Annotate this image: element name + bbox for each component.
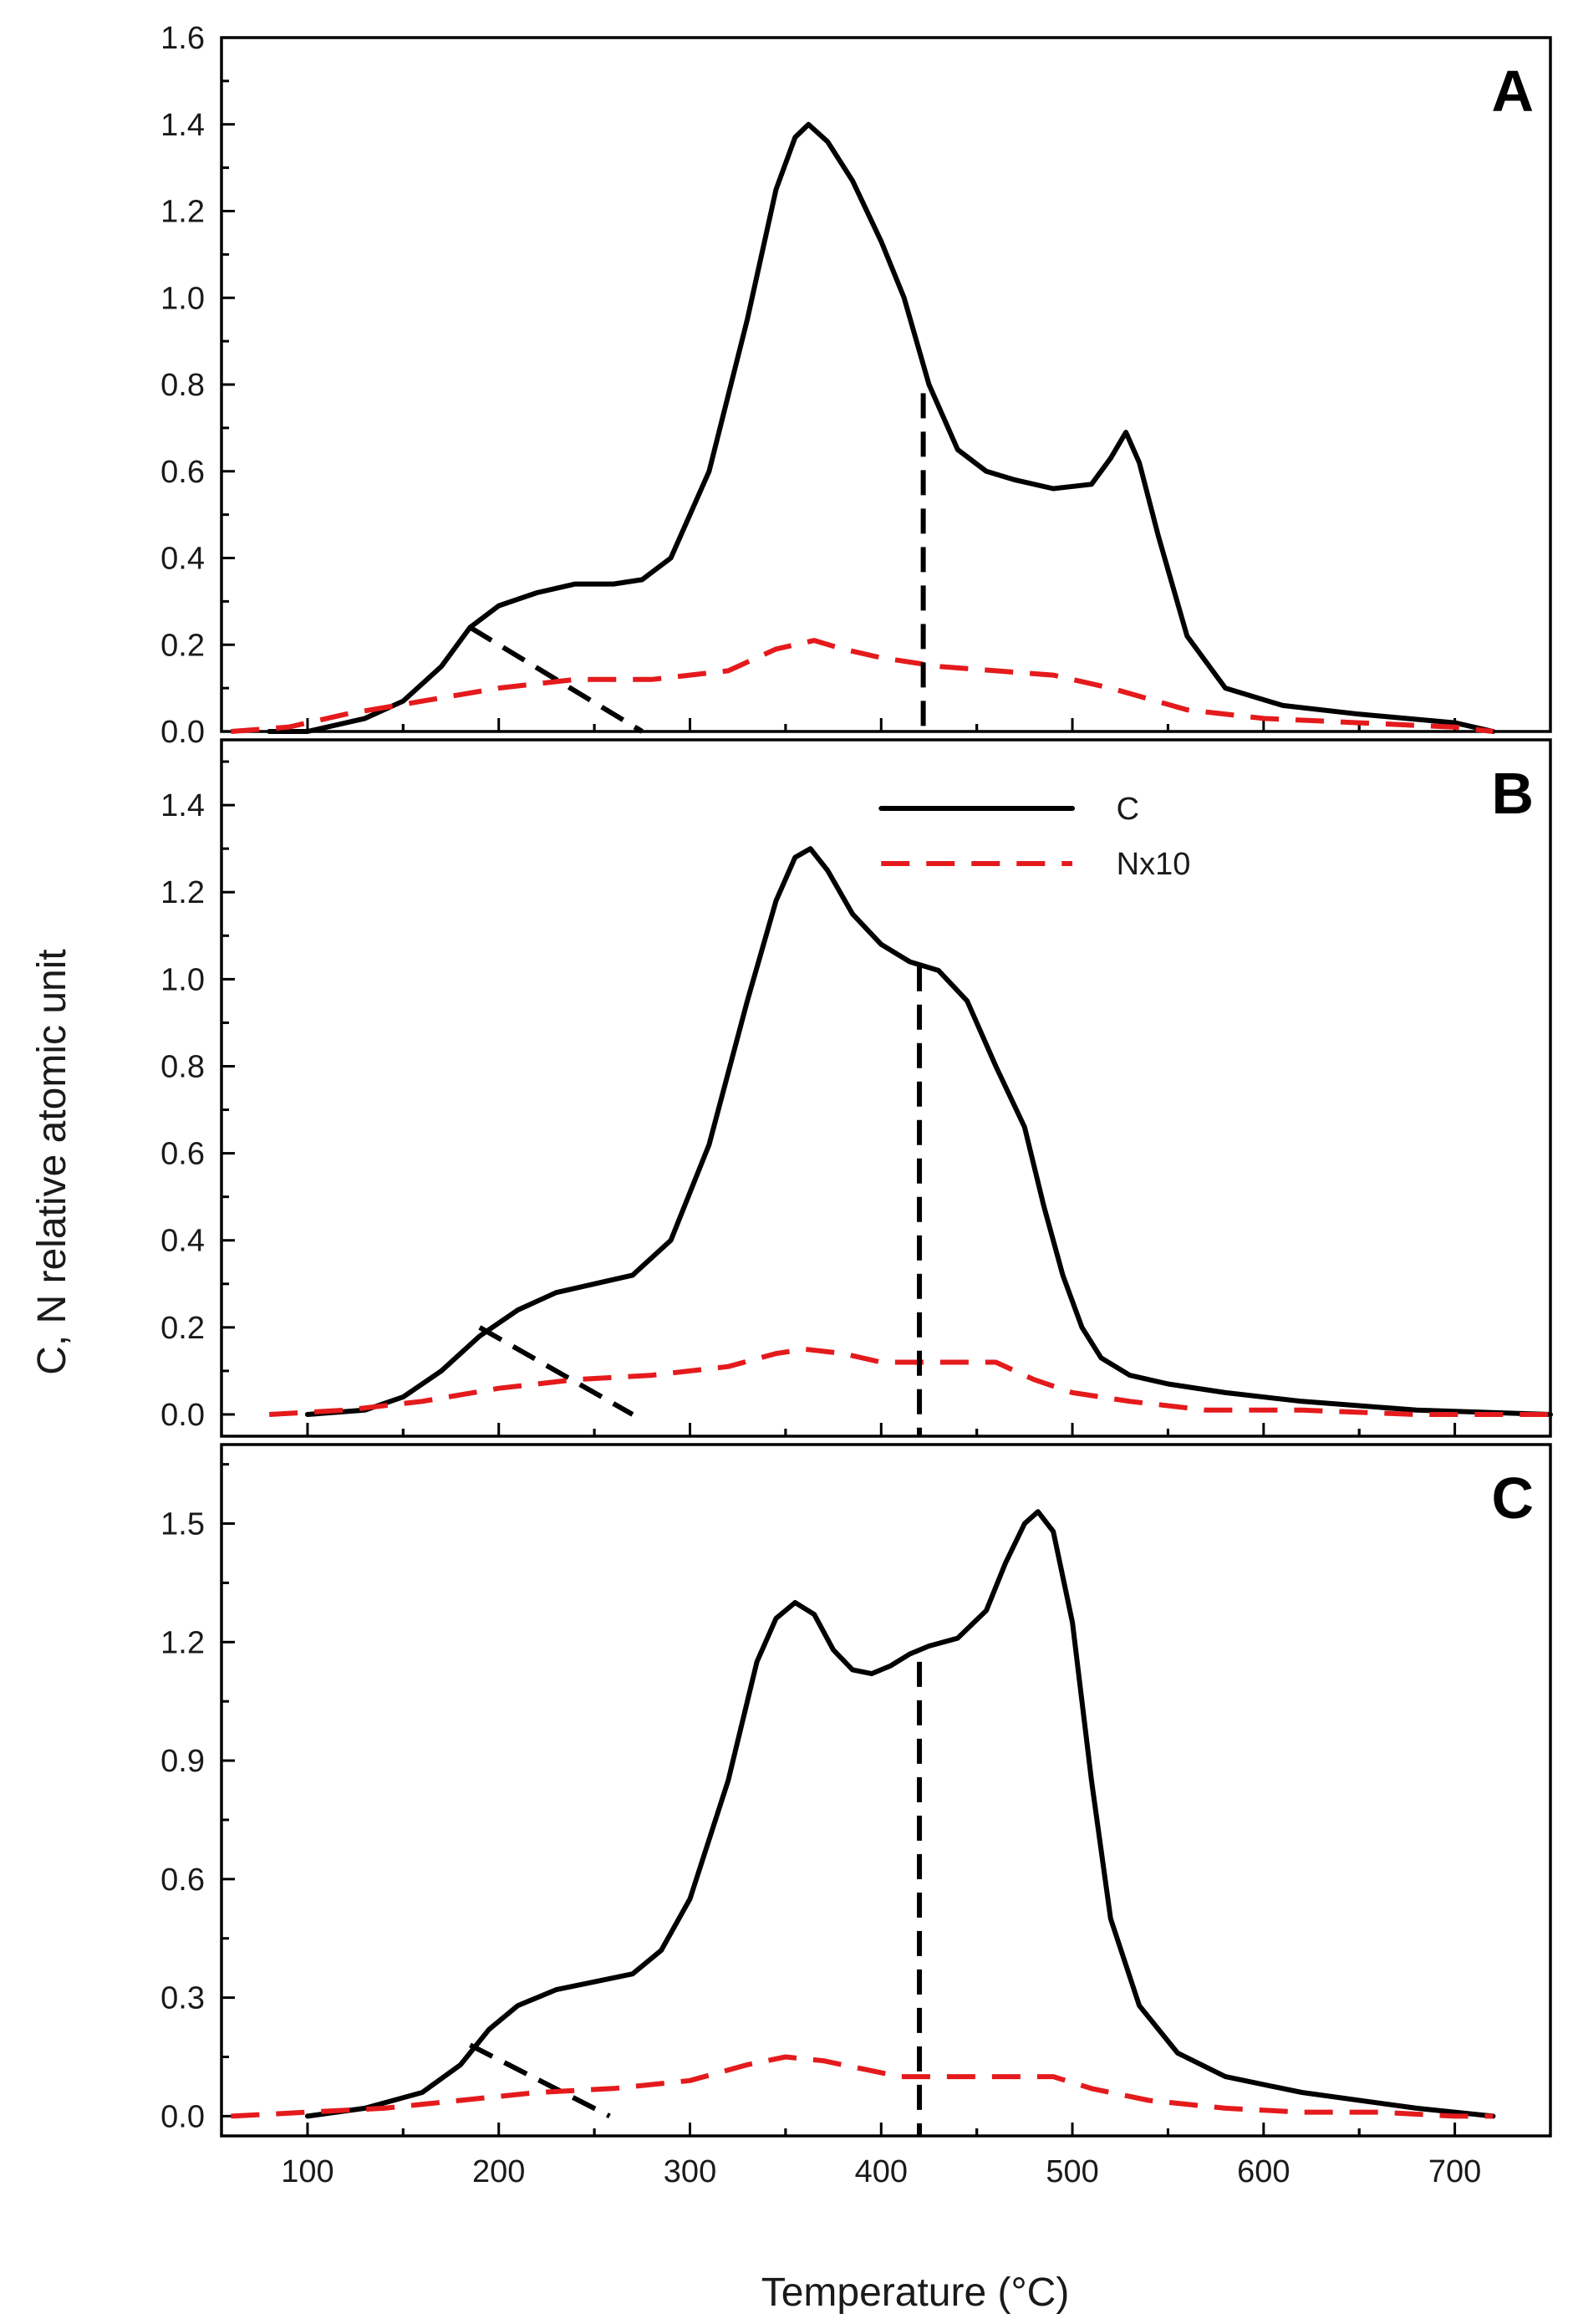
panel-b-y-tick-label: 0.0: [160, 1398, 205, 1433]
panel-b-y-tick-label: 0.8: [160, 1049, 205, 1084]
panel-c-y-tick-label: 0.0: [160, 2099, 205, 2134]
panel-b-frame: [220, 738, 1552, 1438]
panel-c-y-tick-label: 0.6: [160, 1863, 205, 1898]
x-tick-label: 700: [1428, 2154, 1481, 2189]
panel-c-baseline-guide: [469, 2042, 611, 2119]
panel-a-y-tick-label: 0.6: [160, 455, 205, 490]
panel-b-y-tick-label: 1.4: [160, 788, 205, 823]
panels: 0.0 0.2 0.4 0.6 0.8 1.0 1.2 1.4 1.6 A 0.0 0.2 0.4 0.6…: [160, 21, 1553, 2189]
panel-a-y-tick-label: 0.4: [160, 542, 205, 577]
legend-label-nx10: Nx10: [1117, 847, 1191, 882]
panel-c-frame: [220, 1443, 1552, 2138]
panel-b-series-c: [304, 846, 1553, 1417]
panel-b: 0.0 0.2 0.4 0.6 0.8 1.0 1.2 1.4 B C Nx10: [160, 738, 1553, 1438]
panel-b-y-tick-label: 0.6: [160, 1137, 205, 1172]
panel-b-y-tick-label: 0.4: [160, 1224, 205, 1259]
panel-c-y-tick-label: 0.3: [160, 1981, 205, 2016]
panel-c: 0.0 0.3 0.6 0.9 1.2 1.5 100 200 300 400 500 600 700 C: [160, 1443, 1552, 2189]
panel-a-series-c: [267, 121, 1496, 734]
panel-b-y-tick-label: 1.0: [160, 962, 205, 997]
y-axis-title: C, N relative atomic unit: [30, 949, 74, 1375]
panel-a-y-tick-label: 1.6: [160, 21, 205, 56]
panel-a-y-tick-label: 1.0: [160, 281, 205, 316]
legend: C Nx10: [878, 792, 1191, 882]
x-tick-label: 300: [664, 2154, 716, 2189]
x-tick-label: 500: [1046, 2154, 1098, 2189]
panel-c-series-nx10: [231, 2054, 1494, 2119]
panel-a-y-tick-label: 1.2: [160, 195, 205, 230]
x-tick-label: 100: [281, 2154, 333, 2189]
panel-b-y-tick-label: 1.2: [160, 875, 205, 910]
panel-a-frame: [220, 36, 1552, 733]
x-tick-label: 400: [855, 2154, 908, 2189]
legend-label-c: C: [1117, 792, 1139, 827]
panel-c-label: C: [1491, 1465, 1534, 1531]
panel-a-y-tick-label: 0.0: [160, 715, 205, 750]
panel-c-y-tick-label: 0.9: [160, 1744, 205, 1779]
x-tick-label: 200: [472, 2154, 525, 2189]
panel-c-series-c: [304, 1509, 1496, 2119]
panel-a-y-tick-label: 0.8: [160, 368, 205, 403]
panel-a-y-tick-label: 1.4: [160, 108, 205, 143]
panel-c-y-tick-label: 1.5: [160, 1507, 205, 1542]
panel-a-label: A: [1491, 59, 1534, 124]
panel-a: 0.0 0.2 0.4 0.6 0.8 1.0 1.2 1.4 1.6 A: [160, 21, 1552, 750]
panel-a-y-tick-label: 0.2: [160, 628, 205, 663]
x-axis-title: Temperature (°C): [761, 2270, 1070, 2315]
panel-b-label: B: [1491, 761, 1534, 826]
panel-b-series-nx10: [269, 1346, 1550, 1417]
x-tick-label: 600: [1237, 2154, 1290, 2189]
panel-c-y-tick-label: 1.2: [160, 1625, 205, 1660]
panel-b-y-tick-label: 0.2: [160, 1311, 205, 1346]
panel-b-baseline-guide: [478, 1325, 634, 1417]
